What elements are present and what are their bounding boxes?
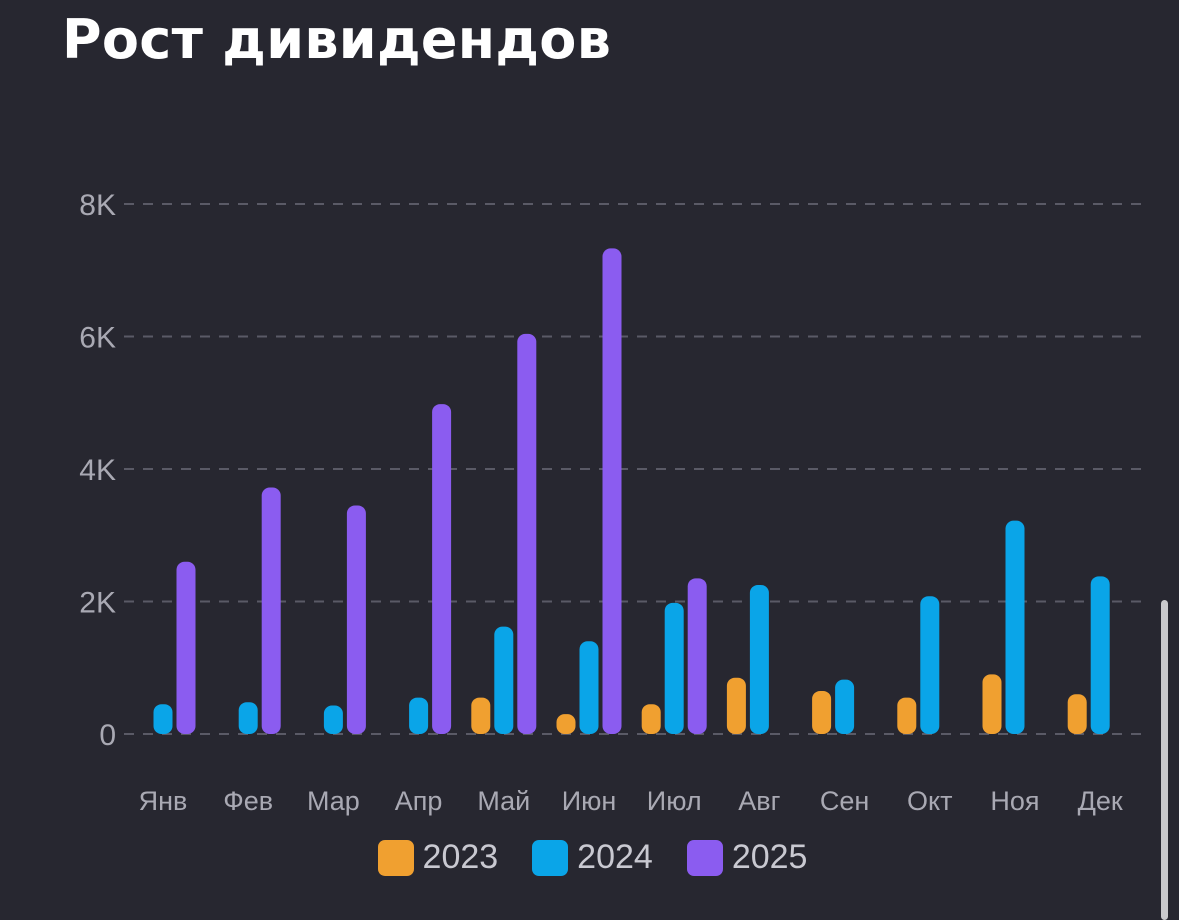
bar-2023-Июн[interactable] xyxy=(556,714,576,734)
bar-2023-Сен[interactable] xyxy=(812,690,832,734)
legend-swatch xyxy=(532,839,569,876)
x-tick-label: Янв xyxy=(139,786,188,816)
chart-title: Рост дивидендов xyxy=(62,8,612,71)
bar-2023-Авг[interactable] xyxy=(726,677,746,734)
bar-2024-Сен[interactable] xyxy=(835,679,855,734)
bar-2025-Фев[interactable] xyxy=(261,487,281,734)
x-tick-label: Дек xyxy=(1078,786,1123,816)
bar-2025-Июл[interactable] xyxy=(687,578,707,734)
x-tick-label: Окт xyxy=(907,786,952,816)
x-tick-label: Сен xyxy=(820,786,869,816)
bar-2023-Окт[interactable] xyxy=(897,697,917,734)
y-tick-label: 6K xyxy=(79,322,116,355)
y-tick-label: 4K xyxy=(79,454,116,487)
dividend-bar-chart: 0 2K 4K 6K 8K Янв Фев Мар Апр Май Июн Июл Авг Сен Окт… xyxy=(79,189,1142,816)
x-tick-label: Мар xyxy=(307,786,360,816)
x-tick-label: Ноя xyxy=(990,786,1039,816)
x-tick-label: Июл xyxy=(647,786,702,816)
bar-2023-Июл[interactable] xyxy=(641,704,661,734)
x-tick-label: Авг xyxy=(738,786,780,816)
x-tick-label: Июн xyxy=(562,786,617,816)
bar-2023-Май[interactable] xyxy=(471,697,491,734)
bar-2024-Авг[interactable] xyxy=(749,584,769,734)
bar-2025-Мар[interactable] xyxy=(346,505,366,734)
y-tick-label: 8K xyxy=(79,189,116,222)
bar-2023-Ноя[interactable] xyxy=(982,674,1002,734)
legend-label: 2023 xyxy=(422,838,499,876)
bar-2025-Апр[interactable] xyxy=(432,404,452,734)
bar-2024-Ноя[interactable] xyxy=(1005,520,1025,734)
x-tick-label: Апр xyxy=(395,786,443,816)
bar-2025-Июн[interactable] xyxy=(602,248,622,734)
bar-2023-Дек[interactable] xyxy=(1067,694,1087,734)
bar-2025-Май[interactable] xyxy=(517,333,537,734)
legend-item-2024[interactable]: 2024 xyxy=(532,838,653,877)
bar-2024-Янв[interactable] xyxy=(153,704,173,734)
bar-2024-Июл[interactable] xyxy=(664,602,684,734)
legend-label: 2024 xyxy=(577,838,653,876)
bar-2024-Дек[interactable] xyxy=(1090,576,1110,734)
y-tick-label: 0 xyxy=(99,719,116,752)
legend-label: 2025 xyxy=(731,838,808,876)
x-tick-label: Май xyxy=(477,786,530,816)
legend-swatch xyxy=(377,839,414,876)
bar-2024-Мар[interactable] xyxy=(323,705,343,734)
x-axis-ticks: Янв Фев Мар Апр Май Июн Июл Авг Сен Окт Ноя Дек xyxy=(139,786,1123,816)
y-axis-ticks: 0 2K 4K 6K 8K xyxy=(79,189,116,752)
x-tick-label: Фев xyxy=(223,786,273,816)
bar-2025-Янв[interactable] xyxy=(176,561,196,734)
bar-2024-Июн[interactable] xyxy=(579,641,599,734)
y-tick-label: 2K xyxy=(79,587,116,620)
vertical-scrollbar[interactable] xyxy=(1161,600,1168,920)
bars xyxy=(153,248,1110,734)
legend-item-2025[interactable]: 2025 xyxy=(686,838,808,877)
bar-2024-Окт[interactable] xyxy=(920,596,940,734)
legend: 2023 2024 2025 xyxy=(0,838,1179,877)
legend-item-2023[interactable]: 2023 xyxy=(377,838,499,877)
bar-2024-Май[interactable] xyxy=(494,626,514,734)
legend-swatch xyxy=(686,839,723,876)
bar-2024-Апр[interactable] xyxy=(409,697,429,734)
bar-2024-Фев[interactable] xyxy=(238,702,258,734)
